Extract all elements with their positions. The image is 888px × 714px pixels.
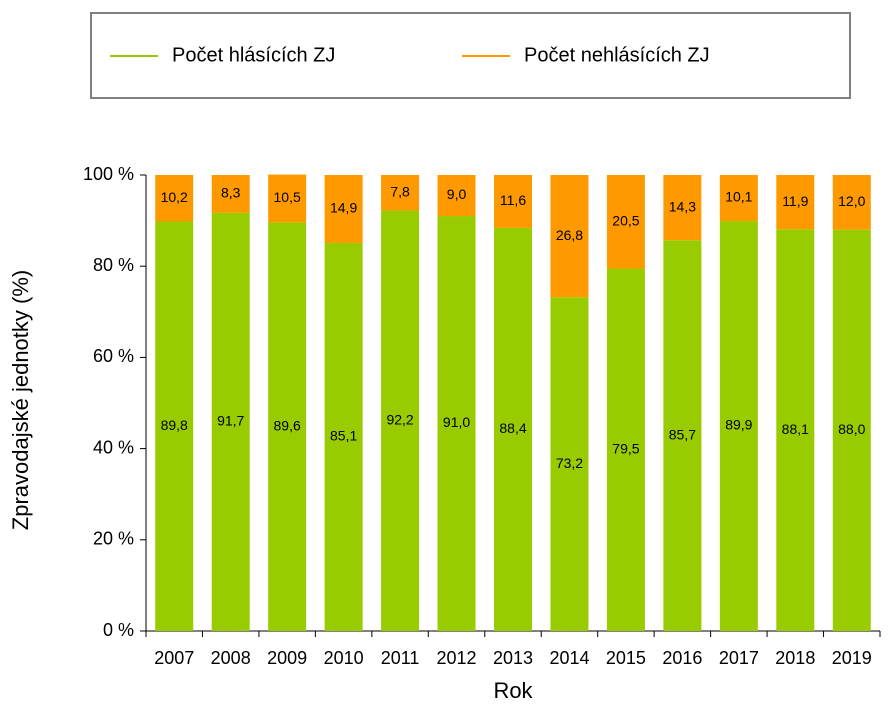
value-label: 14,3: [669, 198, 696, 214]
bar-segment: [550, 297, 589, 631]
bar-segment: [719, 221, 758, 631]
bar-segment: [776, 229, 815, 631]
x-tick-label: 2015: [606, 648, 646, 668]
x-tick-label: 2016: [662, 648, 702, 668]
y-tick-label: 80 %: [93, 255, 134, 275]
value-label: 85,1: [330, 428, 357, 444]
value-label: 79,5: [612, 440, 639, 456]
value-label: 11,6: [500, 192, 526, 208]
bar-segment: [663, 175, 702, 241]
value-label: 88,0: [838, 421, 865, 437]
x-tick-label: 2017: [719, 648, 759, 668]
x-tick-label: 2011: [381, 648, 420, 668]
x-tick-label: 2009: [267, 648, 307, 668]
bar-segment: [776, 175, 815, 230]
bar-segment: [832, 229, 871, 631]
bar-segment: [155, 221, 194, 631]
bar-segment: [437, 175, 476, 217]
value-label: 85,7: [669, 426, 696, 442]
x-tick-label: 2013: [493, 648, 533, 668]
value-label: 89,8: [161, 417, 188, 433]
value-label: 11,9: [782, 193, 808, 209]
bar-segment: [719, 175, 758, 222]
x-tick-label: 2014: [549, 648, 589, 668]
bar-segment: [494, 175, 532, 228]
bar-segment: [437, 216, 476, 632]
bar-segment: [606, 175, 645, 269]
y-axis-title: Zpravodajské jednotky (%): [8, 270, 33, 530]
value-label: 10,5: [274, 189, 301, 205]
bar-segment: [211, 212, 250, 631]
bar-segment: [324, 242, 363, 631]
value-label: 8,3: [221, 185, 241, 201]
value-label: 20,5: [612, 212, 639, 228]
y-tick-label: 100 %: [83, 164, 134, 184]
x-tick-label: 2012: [437, 648, 477, 668]
x-tick-label: 2008: [211, 648, 251, 668]
bar-segment: [494, 227, 532, 631]
x-tick-label: 2018: [775, 648, 815, 668]
bar-segment: [832, 175, 871, 230]
legend-label: Počet hlásících ZJ: [172, 44, 335, 66]
bar-segment: [606, 268, 645, 631]
bar-segment: [381, 175, 420, 211]
x-tick-label: 2007: [154, 648, 194, 668]
bar-segment: [550, 175, 589, 298]
value-label: 10,2: [161, 189, 188, 205]
y-tick-label: 60 %: [93, 346, 134, 366]
bar-segment: [268, 222, 307, 631]
value-label: 9,0: [447, 186, 467, 202]
value-label: 12,0: [838, 193, 865, 209]
value-label: 89,6: [274, 417, 301, 433]
x-tick-label: 2019: [832, 648, 872, 668]
value-label: 92,2: [386, 411, 413, 427]
value-label: 26,8: [556, 227, 583, 243]
bar-segment: [324, 175, 363, 243]
legend-label: Počet nehlásících ZJ: [524, 44, 710, 66]
value-label: 88,1: [782, 421, 809, 437]
y-tick-label: 40 %: [93, 437, 134, 457]
value-label: 91,7: [217, 413, 244, 429]
value-label: 10,1: [725, 189, 752, 205]
value-label: 73,2: [556, 455, 583, 471]
value-label: 89,9: [725, 417, 752, 433]
x-axis-title: Rok: [493, 678, 533, 703]
bar-segment: [155, 175, 194, 222]
x-tick-label: 2010: [324, 648, 364, 668]
value-label: 88,4: [499, 420, 526, 436]
value-label: 91,0: [443, 414, 470, 430]
bar-segment: [211, 175, 250, 213]
bar-segment: [268, 174, 307, 223]
y-tick-label: 0 %: [103, 620, 134, 640]
value-label: 7,8: [390, 183, 410, 199]
value-label: 14,9: [330, 200, 357, 216]
bar-segment: [663, 240, 702, 631]
y-tick-label: 20 %: [93, 529, 134, 549]
bar-segment: [381, 210, 420, 631]
